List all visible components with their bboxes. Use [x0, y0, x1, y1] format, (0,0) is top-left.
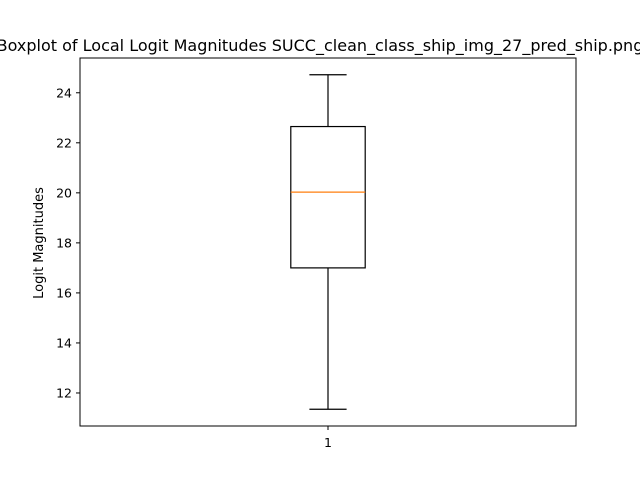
- y-tick-label: 22: [56, 135, 72, 150]
- box: [290, 125, 366, 269]
- x-tick-label: 1: [324, 435, 332, 450]
- y-axis-label: Logit Magnitudes: [32, 187, 47, 299]
- y-tick-label: 18: [56, 235, 72, 250]
- y-tick-label: 14: [56, 335, 72, 350]
- y-tick-label: 12: [56, 385, 72, 400]
- y-tick-label: 24: [56, 85, 72, 100]
- y-tick-label: 16: [56, 285, 72, 300]
- y-tick-label: 20: [56, 185, 72, 200]
- plot-area: 12 14 16 18 20 22 24 1: [56, 57, 577, 450]
- chart-title: Boxplot of Local Logit Magnitudes SUCC_c…: [0, 36, 640, 56]
